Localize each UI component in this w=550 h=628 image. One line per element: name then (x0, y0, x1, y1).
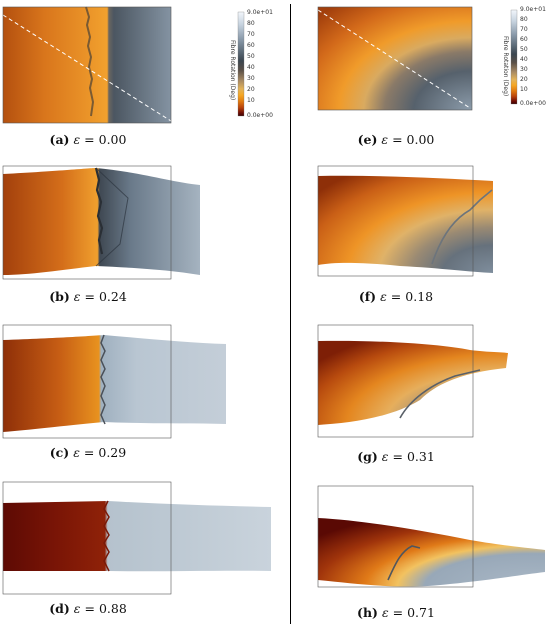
colorbar-left (237, 11, 245, 117)
colorbar-tick: 0.0e+00 (520, 100, 546, 107)
colorbar-tick: 50 (520, 46, 528, 53)
colorbar-tick: 40 (520, 56, 528, 63)
colorbar-tick: 80 (520, 16, 528, 23)
colorbar-tick: 40 (247, 64, 255, 71)
colorbar-tick: 0.0e+00 (247, 112, 273, 119)
panel-d-plot (2, 481, 271, 595)
caption-panel-d: (d) ε = 0.88 (49, 601, 127, 616)
panel-f-plot (317, 165, 493, 277)
colorbar-tick: 10 (520, 86, 528, 93)
colorbar-tick: 20 (247, 86, 255, 93)
colorbar-tick: 9.0e+01 (520, 6, 546, 13)
colorbar-tick: 80 (247, 20, 255, 27)
colorbar-tick: 60 (520, 36, 528, 43)
colorbar-tick: 70 (247, 31, 255, 38)
panel-c-plot (2, 324, 226, 439)
colorbar-tick: 9.0e+01 (247, 9, 273, 16)
panel-b-plot (2, 165, 200, 280)
caption-panel-e: (e) ε = 0.00 (357, 132, 435, 147)
colorbar-tick: 50 (247, 53, 255, 60)
colorbar-title: Fibre Rotation (Deg) (502, 36, 509, 97)
colorbar-tick: 30 (520, 66, 528, 73)
colorbar-tick: 70 (520, 26, 528, 33)
colorbar-tick: 20 (520, 76, 528, 83)
column-divider (290, 4, 291, 624)
caption-panel-c: (c) ε = 0.29 (49, 445, 127, 460)
panel-h-plot (317, 485, 545, 588)
caption-panel-h: (h) ε = 0.71 (357, 605, 435, 620)
panel-g-plot (317, 324, 508, 438)
caption-panel-f: (f) ε = 0.18 (358, 289, 434, 304)
colorbar-tick: 60 (247, 42, 255, 49)
caption-panel-b: (b) ε = 0.24 (49, 289, 127, 304)
caption-panel-g: (g) ε = 0.31 (357, 449, 435, 464)
panel-a-plot (2, 6, 172, 124)
panel-e-plot (317, 6, 473, 111)
colorbar-tick: 10 (247, 97, 255, 104)
colorbar-tick: 30 (247, 75, 255, 82)
colorbar-title: Fibre Rotation (Deg) (229, 40, 236, 101)
colorbar-right (510, 9, 518, 105)
caption-panel-a: (a) ε = 0.00 (49, 132, 127, 147)
